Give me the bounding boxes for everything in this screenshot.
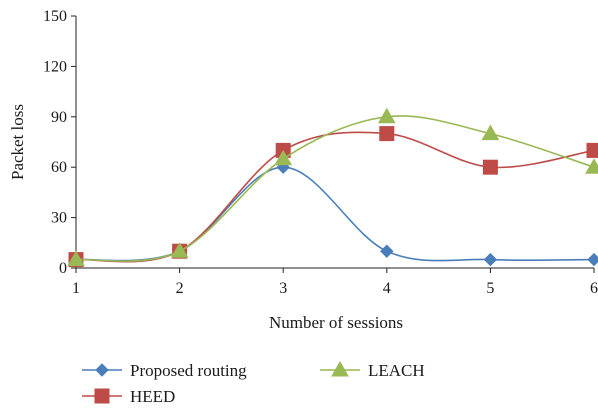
- series-line-leach: [75, 115, 595, 262]
- y-tick-label: 150: [43, 8, 67, 25]
- legend-item-leach: LEACH: [320, 360, 425, 380]
- legend-label: LEACH: [368, 361, 425, 380]
- series-leach: [67, 107, 598, 267]
- series-line-proposed-routing: [75, 166, 595, 262]
- x-tick-label: 6: [590, 280, 598, 297]
- data-point-heed: [379, 126, 395, 142]
- x-axis-title: Number of sessions: [269, 313, 403, 332]
- axes: 0 30 60 90 120 150 1 2 3 4 5 6: [43, 8, 598, 297]
- y-axis-title: Packet loss: [8, 104, 27, 180]
- legend-marker: [94, 388, 110, 404]
- data-point-leach: [274, 149, 293, 166]
- data-point-proposed-routing: [483, 252, 498, 267]
- y-tick-label: 120: [43, 58, 67, 75]
- data-point-heed: [482, 159, 498, 175]
- data-point-leach: [170, 242, 189, 258]
- legend-item-heed: HEED: [82, 387, 175, 406]
- legend-label: HEED: [130, 387, 175, 406]
- y-tick-label: 30: [51, 210, 67, 227]
- x-tick-label: 2: [176, 280, 184, 297]
- data-point-heed: [586, 142, 598, 158]
- data-point-leach: [377, 107, 396, 124]
- series-heed: [68, 126, 598, 268]
- x-tick-label: 3: [279, 280, 287, 297]
- data-point-leach: [585, 158, 598, 174]
- x-tick-label: 1: [72, 280, 80, 297]
- x-tick-label: 4: [383, 280, 391, 297]
- legend-marker: [95, 363, 109, 377]
- series-layer: [67, 107, 598, 268]
- series-proposed-routing: [69, 160, 598, 267]
- legend-marker: [331, 360, 349, 377]
- legend: Proposed routing HEED LEACH: [82, 360, 425, 406]
- y-tick-label: 0: [59, 260, 67, 277]
- series-line-heed: [75, 131, 595, 263]
- y-tick-label: 60: [51, 159, 67, 176]
- data-point-leach: [481, 124, 500, 141]
- data-point-proposed-routing: [587, 252, 598, 267]
- data-point-leach: [67, 250, 85, 267]
- y-tick-label: 90: [51, 109, 67, 126]
- data-point-proposed-routing: [380, 244, 394, 258]
- legend-item-proposed-routing: Proposed routing: [82, 361, 247, 380]
- legend-label: Proposed routing: [130, 361, 247, 380]
- x-tick-label: 5: [486, 280, 494, 297]
